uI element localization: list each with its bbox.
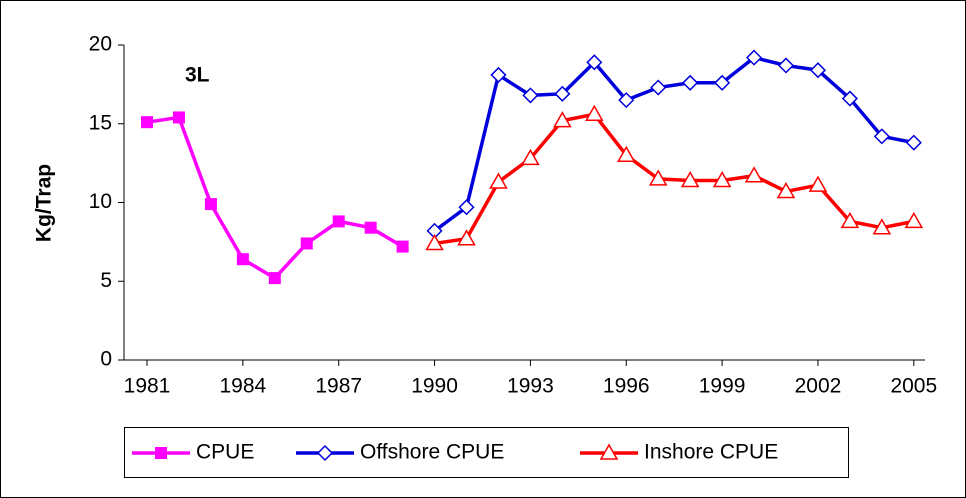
y-tick-label: 5 (100, 269, 112, 292)
legend-box (124, 427, 849, 478)
data-point (364, 221, 377, 234)
data-point (616, 145, 636, 162)
data-point (873, 128, 890, 145)
legend-marker (155, 447, 167, 459)
data-point (172, 111, 185, 124)
series-line (433, 55, 915, 233)
y-axis-label: Kg/Trap (33, 164, 56, 242)
data-point (648, 169, 668, 186)
data-point (236, 253, 249, 266)
annotation: 3L (185, 64, 210, 87)
data-point (872, 218, 892, 235)
data-point (425, 233, 444, 251)
data-point (458, 199, 475, 216)
data-point (776, 181, 796, 199)
data-point (680, 170, 700, 188)
data-point (204, 198, 217, 211)
data-point (714, 74, 731, 91)
x-tick-label: 1984 (219, 375, 266, 398)
data-point (332, 215, 345, 228)
x-tick-label: 1996 (603, 375, 650, 398)
x-tick-label: 1990 (411, 375, 458, 398)
x-tick-label: 1987 (315, 375, 362, 398)
data-point (840, 211, 860, 229)
data-point (553, 111, 572, 128)
data-point (268, 272, 281, 285)
data-point (554, 85, 571, 102)
legend-marker (316, 444, 334, 462)
data-point (905, 134, 922, 151)
data-point (650, 79, 667, 96)
x-tick-label: 1981 (124, 375, 171, 398)
data-point (586, 54, 603, 71)
data-point (841, 90, 858, 107)
y-tick-label: 15 (89, 111, 112, 134)
data-point (746, 49, 763, 66)
y-tick-label: 0 (100, 348, 112, 371)
legend-label: Offshore CPUE (360, 441, 504, 464)
data-point (809, 62, 827, 79)
data-point (490, 66, 507, 83)
data-point (522, 87, 539, 104)
x-tick-label: 1999 (699, 375, 746, 398)
y-tick-label: 10 (89, 190, 112, 213)
data-point (744, 166, 764, 183)
data-point (521, 148, 540, 166)
data-point (682, 74, 699, 91)
data-point (457, 229, 476, 246)
data-point (618, 92, 635, 109)
data-point (712, 170, 732, 188)
data-point (585, 104, 604, 122)
data-point (396, 240, 409, 253)
data-point (489, 172, 508, 189)
data-point (777, 57, 795, 74)
data-point (300, 237, 313, 250)
legend-label: Inshore CPUE (644, 441, 778, 464)
data-point (141, 116, 154, 129)
y-tick-label: 20 (89, 33, 112, 56)
series-line (434, 112, 915, 246)
x-tick-label: 2005 (890, 375, 937, 398)
data-point (808, 175, 828, 192)
data-point (904, 211, 924, 229)
x-tick-label: 2002 (795, 375, 842, 398)
legend-marker (599, 443, 619, 460)
x-tick-label: 1993 (507, 375, 554, 398)
legend-label: CPUE (196, 441, 254, 464)
